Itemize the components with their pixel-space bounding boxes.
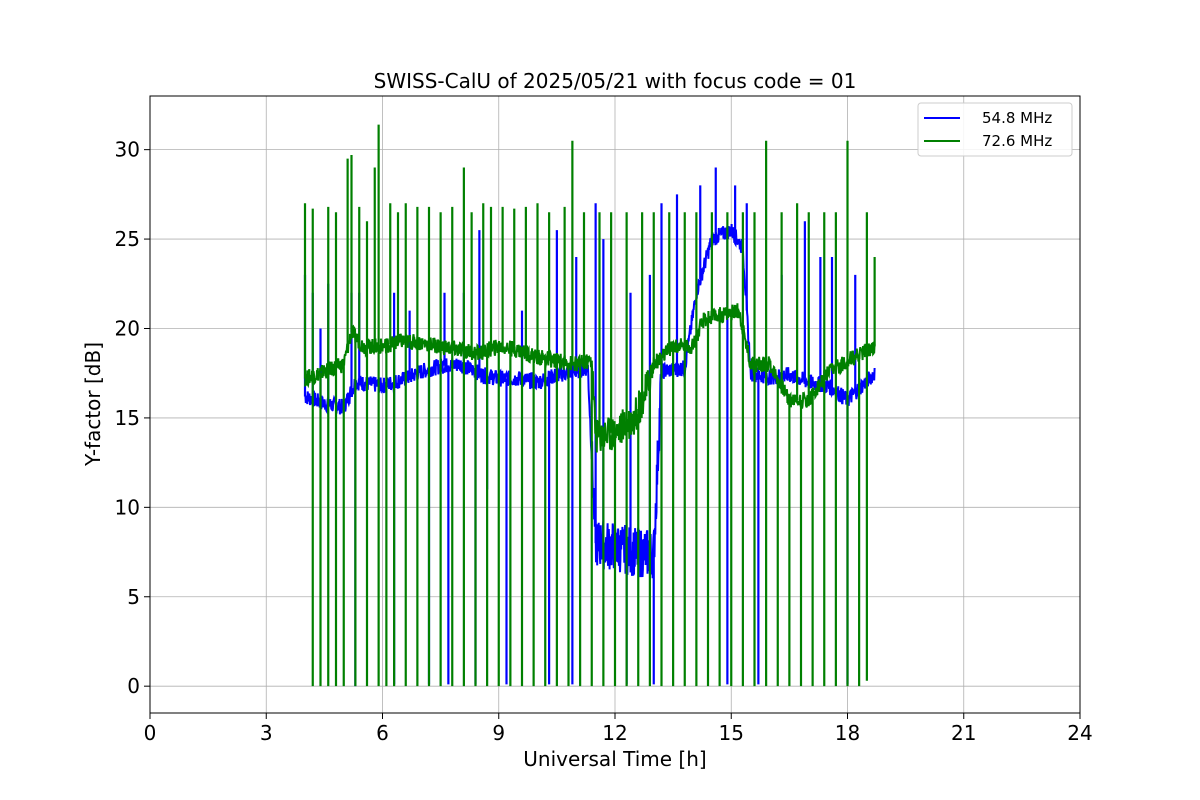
x-tick-label: 0 xyxy=(144,721,157,745)
y-tick-label: 25 xyxy=(115,227,140,251)
y-axis-label: Y-factor [dB] xyxy=(81,342,105,467)
series-line-1 xyxy=(304,303,876,453)
legend-label-72-6: 72.6 MHz xyxy=(982,132,1052,150)
x-axis-label: Universal Time [h] xyxy=(523,747,706,771)
y-tick-label: 15 xyxy=(115,406,140,430)
x-tick-label: 9 xyxy=(492,721,505,745)
x-tick-label: 21 xyxy=(951,721,976,745)
series-line-0 xyxy=(304,223,876,579)
x-tick-label: 6 xyxy=(376,721,389,745)
legend-box xyxy=(917,102,1073,157)
ticks: 0 3 6 9 12 15 18 21 24 0 5 10 15 20 25 30 xyxy=(115,138,1093,745)
x-tick-label: 18 xyxy=(835,721,860,745)
y-tick-label: 10 xyxy=(115,495,140,519)
legend: 54.8 MHz 72.6 MHz xyxy=(917,102,1073,157)
chart-title: SWISS-CalU of 2025/05/21 with focus code… xyxy=(374,69,857,93)
x-tick-label: 24 xyxy=(1067,721,1092,745)
x-tick-label: 3 xyxy=(260,721,273,745)
x-tick-label: 15 xyxy=(719,721,744,745)
y-tick-label: 0 xyxy=(127,674,140,698)
y-tick-label: 30 xyxy=(115,138,140,162)
y-tick-label: 5 xyxy=(127,585,140,609)
series-layer xyxy=(303,124,876,687)
legend-label-54-8: 54.8 MHz xyxy=(982,109,1052,127)
y-tick-label: 20 xyxy=(115,316,140,340)
x-tick-label: 12 xyxy=(602,721,627,745)
series-1-group xyxy=(303,124,876,687)
